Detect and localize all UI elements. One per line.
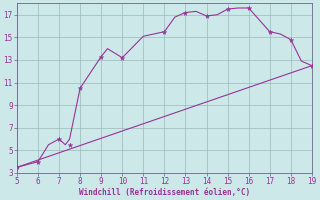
- X-axis label: Windchill (Refroidissement éolien,°C): Windchill (Refroidissement éolien,°C): [79, 188, 250, 197]
